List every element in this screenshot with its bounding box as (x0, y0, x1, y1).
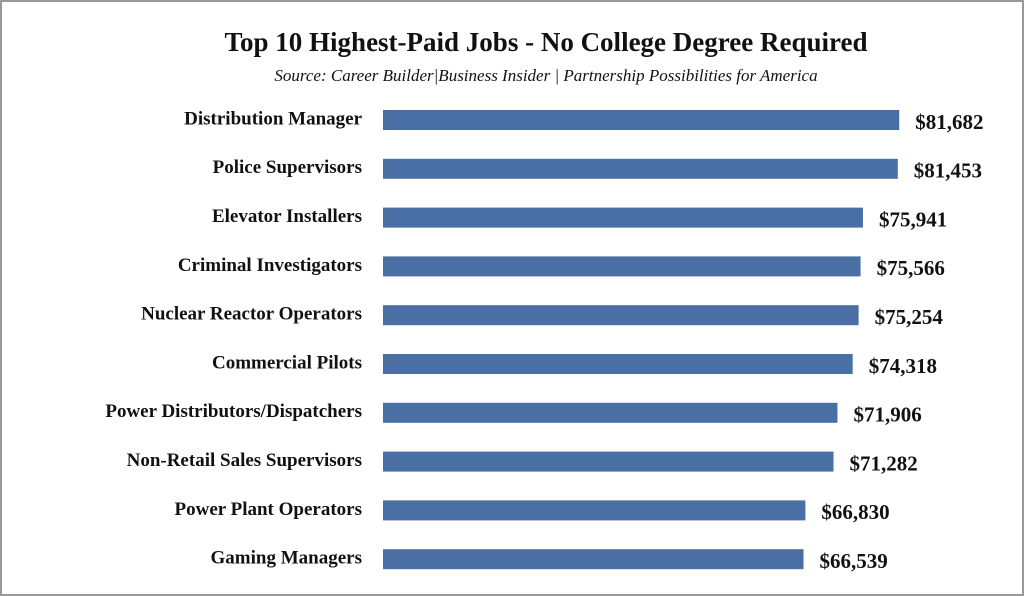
value-label: $81,453 (914, 159, 982, 183)
category-label: Gaming Managers (211, 548, 362, 569)
category-label: Elevator Installers (212, 206, 362, 227)
bar (383, 500, 806, 521)
bar (383, 402, 838, 423)
bar (383, 207, 863, 228)
value-label: $74,318 (869, 354, 937, 378)
category-label: Non-Retail Sales Supervisors (127, 450, 362, 471)
value-label: $66,539 (820, 549, 888, 573)
category-label: Police Supervisors (213, 157, 362, 178)
value-label: $71,906 (853, 403, 921, 427)
category-label: Power Plant Operators (175, 499, 363, 520)
value-label: $75,941 (879, 207, 947, 231)
category-label: Distribution Manager (184, 108, 362, 129)
bar (383, 305, 859, 326)
value-label: $81,682 (915, 110, 983, 134)
value-label: $66,830 (821, 500, 889, 524)
value-label: $71,282 (850, 451, 918, 475)
category-label: Power Distributors/Dispatchers (105, 401, 362, 422)
category-label: Nuclear Reactor Operators (141, 304, 362, 325)
bar (383, 110, 900, 130)
chart-title: Top 10 Highest-Paid Jobs - No College De… (225, 27, 868, 57)
value-label: $75,566 (877, 256, 945, 280)
bar (383, 549, 804, 570)
category-label: Commercial Pilots (212, 352, 362, 373)
bar (383, 158, 898, 179)
chart-subtitle: Source: Career Builder|Business Insider … (274, 66, 817, 85)
value-label: $75,254 (875, 305, 944, 329)
bar (383, 354, 853, 374)
bar (383, 451, 834, 472)
bar (383, 256, 861, 277)
category-label: Criminal Investigators (178, 255, 362, 276)
